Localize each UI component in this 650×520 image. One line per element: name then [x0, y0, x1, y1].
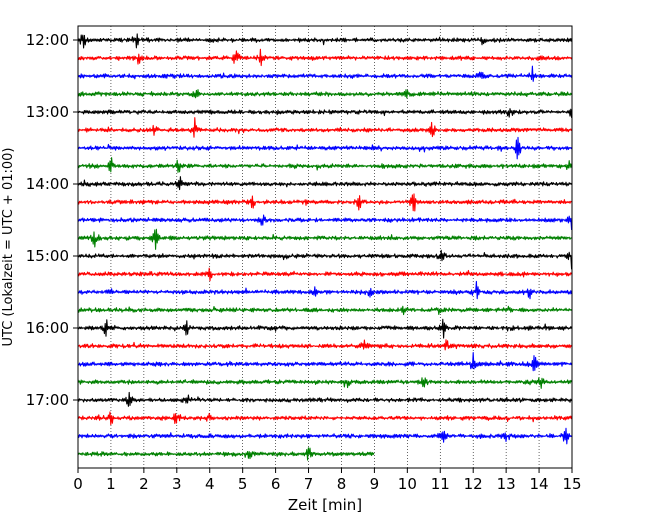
trace-1345 — [77, 157, 573, 173]
y-tick-label: 17:00 — [26, 391, 69, 409]
trace-1215 — [77, 48, 573, 67]
x-axis-label: Zeit [min] — [288, 496, 362, 514]
x-tick-label: 1 — [106, 475, 116, 493]
trace-1430 — [77, 214, 573, 230]
trace-1645 — [77, 377, 573, 389]
trace-1600 — [77, 318, 573, 339]
x-axis-ticks: 0 1 2 3 4 5 6 7 8 9 10 11 12 13 14 15 — [73, 468, 582, 493]
trace-1545 — [77, 305, 573, 316]
x-tick-label: 14 — [530, 475, 549, 493]
x-tick-label: 15 — [562, 475, 581, 493]
trace-1200 — [77, 33, 573, 49]
trace-1515 — [77, 267, 573, 282]
trace-1400 — [77, 176, 573, 191]
x-tick-label: 4 — [205, 475, 215, 493]
x-tick-label: 3 — [172, 475, 182, 493]
x-tick-label: 10 — [398, 475, 417, 493]
x-tick-label: 12 — [464, 475, 483, 493]
y-tick-label: 16:00 — [26, 319, 69, 337]
trace-1615 — [77, 339, 573, 351]
trace-1715 — [77, 411, 573, 426]
y-tick-label: 12:00 — [26, 31, 69, 49]
trace-1730 — [77, 427, 573, 445]
y-axis-ticks: 12:00 13:00 14:00 15:00 16:00 17:00 — [26, 31, 78, 409]
trace-1245 — [77, 89, 573, 99]
trace-1530 — [77, 280, 573, 300]
x-tick-label: 2 — [139, 475, 149, 493]
y-axis-label: UTC (Lokalzeit = UTC + 01:00) — [1, 148, 16, 347]
x-tick-label: 7 — [304, 475, 314, 493]
seismic-traces — [77, 33, 573, 461]
x-tick-label: 0 — [73, 475, 83, 493]
y-tick-label: 15:00 — [26, 247, 69, 265]
trace-1500 — [77, 249, 573, 270]
trace-1315 — [77, 117, 573, 138]
x-tick-label: 8 — [337, 475, 347, 493]
y-tick-label: 13:00 — [26, 103, 69, 121]
trace-1745 — [77, 447, 375, 461]
trace-1330 — [77, 136, 573, 160]
x-tick-label: 9 — [370, 475, 380, 493]
trace-1415 — [77, 193, 572, 212]
trace-1300 — [77, 108, 573, 118]
trace-1630 — [77, 352, 573, 372]
x-tick-label: 13 — [497, 475, 516, 493]
x-tick-label: 5 — [238, 475, 248, 493]
x-tick-label: 6 — [271, 475, 281, 493]
trace-1230 — [77, 65, 573, 82]
x-tick-label: 11 — [431, 475, 450, 493]
trace-1700 — [77, 391, 573, 407]
trace-1445 — [77, 228, 572, 250]
y-tick-label: 14:00 — [26, 175, 69, 193]
plot-frame — [77, 25, 573, 469]
